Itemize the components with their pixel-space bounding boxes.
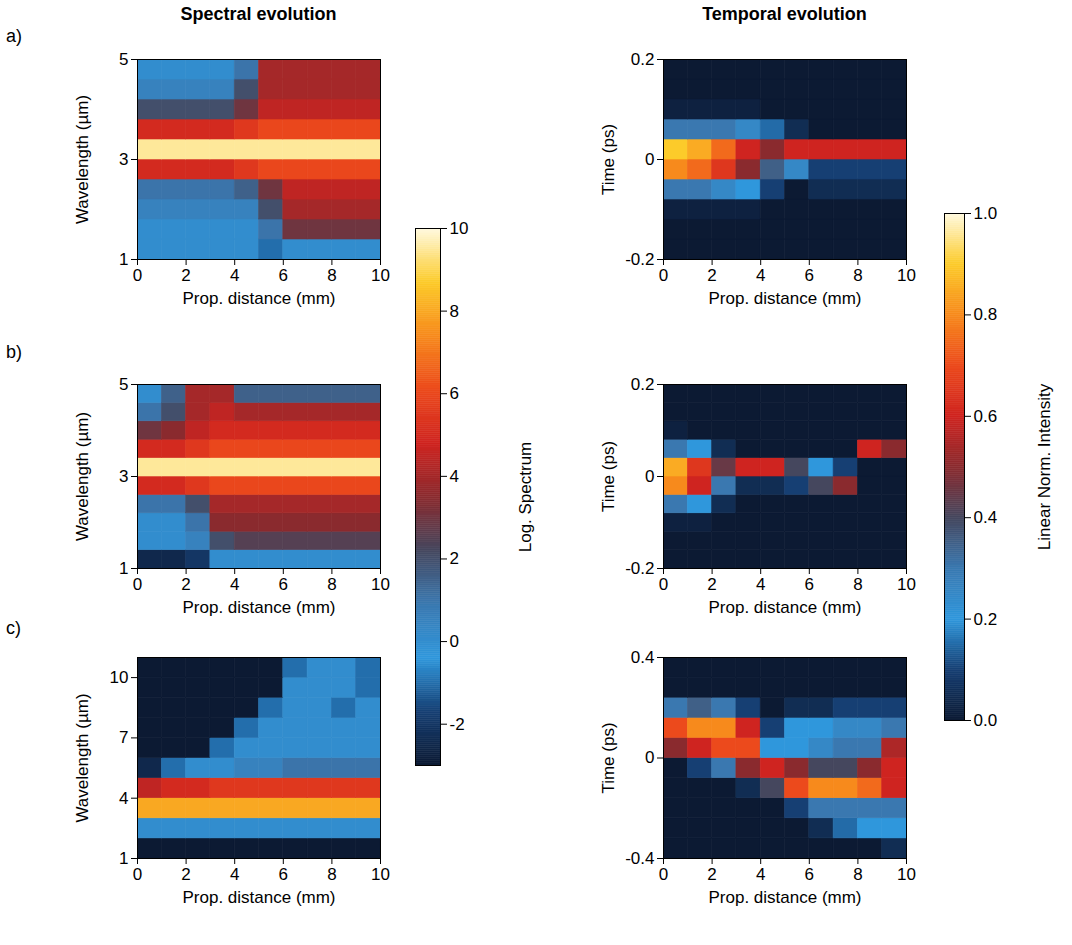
svg-text:2: 2 <box>181 266 190 285</box>
svg-text:-0.4: -0.4 <box>625 849 654 868</box>
svg-text:0.0: 0.0 <box>974 711 998 730</box>
svg-text:0.4: 0.4 <box>974 508 998 527</box>
svg-text:6: 6 <box>805 575 814 594</box>
svg-text:0: 0 <box>659 865 668 884</box>
svg-text:3: 3 <box>119 150 128 169</box>
svg-text:6: 6 <box>279 266 288 285</box>
svg-text:10: 10 <box>897 865 916 884</box>
svg-text:2: 2 <box>181 575 190 594</box>
html-text:c): c) <box>6 618 21 638</box>
svg-text:6: 6 <box>279 865 288 884</box>
svg-text:1.0: 1.0 <box>974 204 998 223</box>
svg-text:0: 0 <box>133 266 142 285</box>
svg-text:10: 10 <box>371 266 390 285</box>
svg-text:4: 4 <box>756 575 765 594</box>
svg-text:0.2: 0.2 <box>631 50 655 69</box>
svg-text:8: 8 <box>853 266 862 285</box>
svg-text:2: 2 <box>707 865 716 884</box>
html-text:a): a) <box>6 26 22 46</box>
svg-text:Prop. distance (mm): Prop. distance (mm) <box>182 888 335 907</box>
svg-text:0.2: 0.2 <box>631 375 655 394</box>
svg-text:2: 2 <box>707 266 716 285</box>
svg-text:8: 8 <box>327 266 336 285</box>
svg-text:0: 0 <box>645 748 654 767</box>
svg-text:2: 2 <box>450 549 459 568</box>
svg-text:1: 1 <box>119 849 128 868</box>
svg-text:Wavelength (µm): Wavelength (µm) <box>73 412 92 541</box>
svg-text:8: 8 <box>853 865 862 884</box>
svg-text:4: 4 <box>230 865 239 884</box>
svg-text:10: 10 <box>110 668 129 687</box>
svg-text:Wavelength (µm): Wavelength (µm) <box>73 95 92 224</box>
svg-text:4: 4 <box>230 266 239 285</box>
html-text:b): b) <box>6 342 22 362</box>
svg-text:7: 7 <box>119 728 128 747</box>
svg-text:4: 4 <box>119 789 128 808</box>
svg-text:8: 8 <box>327 575 336 594</box>
svg-text:6: 6 <box>805 865 814 884</box>
svg-text:0: 0 <box>659 575 668 594</box>
svg-text:Prop. distance (mm): Prop. distance (mm) <box>708 888 861 907</box>
svg-text:Time (ps): Time (ps) <box>599 441 618 512</box>
svg-text:0: 0 <box>133 575 142 594</box>
svg-text:Prop. distance (mm): Prop. distance (mm) <box>708 598 861 617</box>
svg-text:0.2: 0.2 <box>974 610 998 629</box>
svg-text:Time (ps): Time (ps) <box>599 722 618 793</box>
svg-text:4: 4 <box>450 467 459 486</box>
svg-text:Prop. distance (mm): Prop. distance (mm) <box>182 289 335 308</box>
svg-text:4: 4 <box>756 865 765 884</box>
svg-text:10: 10 <box>371 575 390 594</box>
svg-text:6: 6 <box>450 384 459 403</box>
svg-text:8: 8 <box>327 865 336 884</box>
svg-text:0: 0 <box>133 865 142 884</box>
svg-text:4: 4 <box>756 266 765 285</box>
svg-text:3: 3 <box>119 467 128 486</box>
svg-text:-0.2: -0.2 <box>625 250 654 269</box>
svg-text:-0.2: -0.2 <box>625 559 654 578</box>
svg-text:10: 10 <box>897 575 916 594</box>
svg-text:0: 0 <box>645 467 654 486</box>
svg-text:5: 5 <box>119 50 128 69</box>
svg-text:6: 6 <box>805 266 814 285</box>
svg-text:Linear Norm. Intensity: Linear Norm. Intensity <box>1035 383 1054 550</box>
svg-text:4: 4 <box>230 575 239 594</box>
svg-text:6: 6 <box>279 575 288 594</box>
svg-text:8: 8 <box>450 302 459 321</box>
svg-text:Wavelength (µm): Wavelength (µm) <box>73 693 92 822</box>
svg-text:Log. Spectrum: Log. Spectrum <box>516 442 535 553</box>
svg-text:0: 0 <box>659 266 668 285</box>
svg-text:Prop. distance (mm): Prop. distance (mm) <box>708 289 861 308</box>
svg-text:0: 0 <box>450 632 459 651</box>
svg-text:0: 0 <box>645 150 654 169</box>
svg-text:Prop. distance (mm): Prop. distance (mm) <box>182 598 335 617</box>
svg-text:1: 1 <box>119 559 128 578</box>
svg-text:2: 2 <box>181 865 190 884</box>
svg-text:8: 8 <box>853 575 862 594</box>
svg-text:10: 10 <box>897 266 916 285</box>
svg-text:2: 2 <box>707 575 716 594</box>
svg-text:1: 1 <box>119 250 128 269</box>
html-text:Spectral evolution: Spectral evolution <box>180 4 337 24</box>
svg-text:Time (ps): Time (ps) <box>599 124 618 195</box>
svg-text:5: 5 <box>119 375 128 394</box>
svg-text:0.6: 0.6 <box>974 407 998 426</box>
svg-text:-2: -2 <box>450 715 465 734</box>
svg-text:0.4: 0.4 <box>631 648 655 667</box>
svg-text:10: 10 <box>450 219 469 238</box>
svg-text:10: 10 <box>371 865 390 884</box>
svg-text:0.8: 0.8 <box>974 305 998 324</box>
html-text:Temporal evolution: Temporal evolution <box>702 4 867 24</box>
